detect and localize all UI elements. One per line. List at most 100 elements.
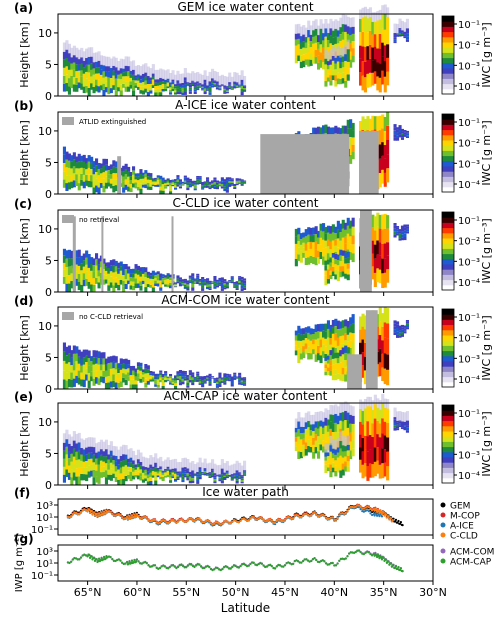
data-point: [361, 507, 364, 510]
heatmap-cells: [62, 307, 409, 389]
data-point: [153, 518, 157, 522]
panel-a: GEM ice water content (a) 0 5 10 Height [km] 1…: [14, 0, 493, 103]
data-point: [401, 524, 404, 527]
data-point: [371, 554, 374, 557]
data-point: [178, 564, 181, 567]
panel-title: A-ICE ice water content: [175, 98, 316, 112]
colorbar-segment: [442, 52, 454, 59]
data-point: [394, 565, 398, 568]
colorbar-segment: [442, 314, 454, 320]
data-point: [300, 561, 303, 564]
colorbar-tick-label: 10⁻⁴: [458, 82, 480, 93]
data-point: [186, 564, 189, 567]
colorbar-segment: [442, 279, 454, 286]
panel-title: ACM-COM ice water content: [161, 293, 329, 307]
panel-letter: (f): [14, 486, 30, 500]
data-point: [237, 566, 240, 569]
data-point: [310, 514, 313, 517]
data-point: [280, 565, 283, 568]
data-point: [326, 563, 329, 566]
data-point: [180, 518, 183, 521]
colorbar: 10⁻¹ 10⁻² 10⁻³ 10⁻⁴ IWC [g m⁻³]: [441, 15, 493, 95]
data-point: [116, 513, 119, 516]
data-point: [121, 561, 124, 564]
data-point: [378, 511, 381, 515]
colorbar-segment: [442, 329, 454, 336]
legend-label: C-CLD: [450, 532, 478, 542]
colorbar-segment: [442, 436, 454, 442]
panel-letter: (c): [14, 197, 32, 211]
data-point: [331, 516, 334, 519]
data-point: [282, 565, 285, 568]
data-point: [116, 558, 119, 562]
data-point: [172, 564, 175, 567]
y-tick-label: 5: [45, 58, 52, 71]
data-point: [73, 557, 76, 560]
data-point: [333, 564, 336, 567]
y-axis-label: Height [km]: [18, 218, 31, 284]
data-point: [356, 504, 359, 507]
panel-title: C-CLD ice water content: [173, 196, 319, 210]
data-point: [315, 558, 318, 562]
data-point: [68, 561, 71, 565]
panel-c: C-CLD ice water content (c) 0 5 10 Height [km…: [14, 196, 493, 299]
data-point: [359, 551, 362, 554]
data-point: [114, 514, 117, 517]
data-point: [173, 565, 176, 568]
heatmap-cells: [62, 111, 409, 194]
data-point: [185, 520, 188, 523]
legend-marker: [440, 522, 446, 528]
data-point: [396, 521, 399, 524]
data-point: [175, 521, 178, 524]
data-point: [204, 519, 208, 523]
data-point: [262, 564, 265, 567]
data-point: [257, 517, 260, 520]
colorbar-segment: [442, 355, 454, 362]
data-point: [104, 511, 107, 515]
data-point: [106, 556, 109, 559]
x-tick-label: 55°N: [172, 586, 200, 599]
data-point: [367, 510, 370, 513]
data-point: [275, 519, 278, 523]
colorbar-segment: [442, 129, 454, 136]
data-point: [313, 511, 316, 514]
data-point: [150, 519, 153, 523]
colorbar-tick-label: 10⁻¹: [458, 118, 480, 129]
data-point: [158, 521, 162, 524]
data-point: [293, 560, 296, 563]
data-point: [203, 521, 206, 524]
colorbar-segment: [442, 114, 454, 120]
data-point: [139, 562, 142, 565]
data-point: [275, 565, 278, 568]
colorbar-segment: [442, 222, 454, 229]
data-point: [198, 563, 201, 566]
data-point: [130, 559, 134, 562]
data-point: [112, 514, 115, 517]
colorbar-segment: [442, 248, 454, 255]
data-point: [341, 512, 344, 515]
data-point: [163, 565, 166, 568]
data-point: [126, 561, 129, 564]
data-point: [369, 508, 372, 511]
data-point: [201, 567, 204, 570]
y-tick-label: 10⁻¹: [31, 571, 53, 582]
data-point: [198, 517, 201, 521]
panel-letter: (a): [14, 1, 33, 15]
colorbar-frame: [441, 211, 455, 291]
data-point: [206, 519, 209, 522]
data-point: [95, 512, 98, 516]
colorbar-tick-label: 10⁻¹: [458, 313, 480, 324]
data-point: [318, 515, 321, 518]
axes-frame: [57, 498, 434, 536]
data-point: [242, 517, 245, 520]
colorbar-segment: [442, 381, 454, 388]
colorbar-tick-label: 10⁻⁴: [458, 278, 480, 289]
data-point: [231, 520, 234, 523]
legend-marker: [440, 548, 446, 554]
data-point: [167, 567, 170, 570]
data-point: [99, 559, 102, 562]
colorbar-segment: [442, 78, 454, 85]
data-point: [323, 560, 326, 563]
colorbar-label: IWC [g m⁻³]: [480, 315, 493, 380]
